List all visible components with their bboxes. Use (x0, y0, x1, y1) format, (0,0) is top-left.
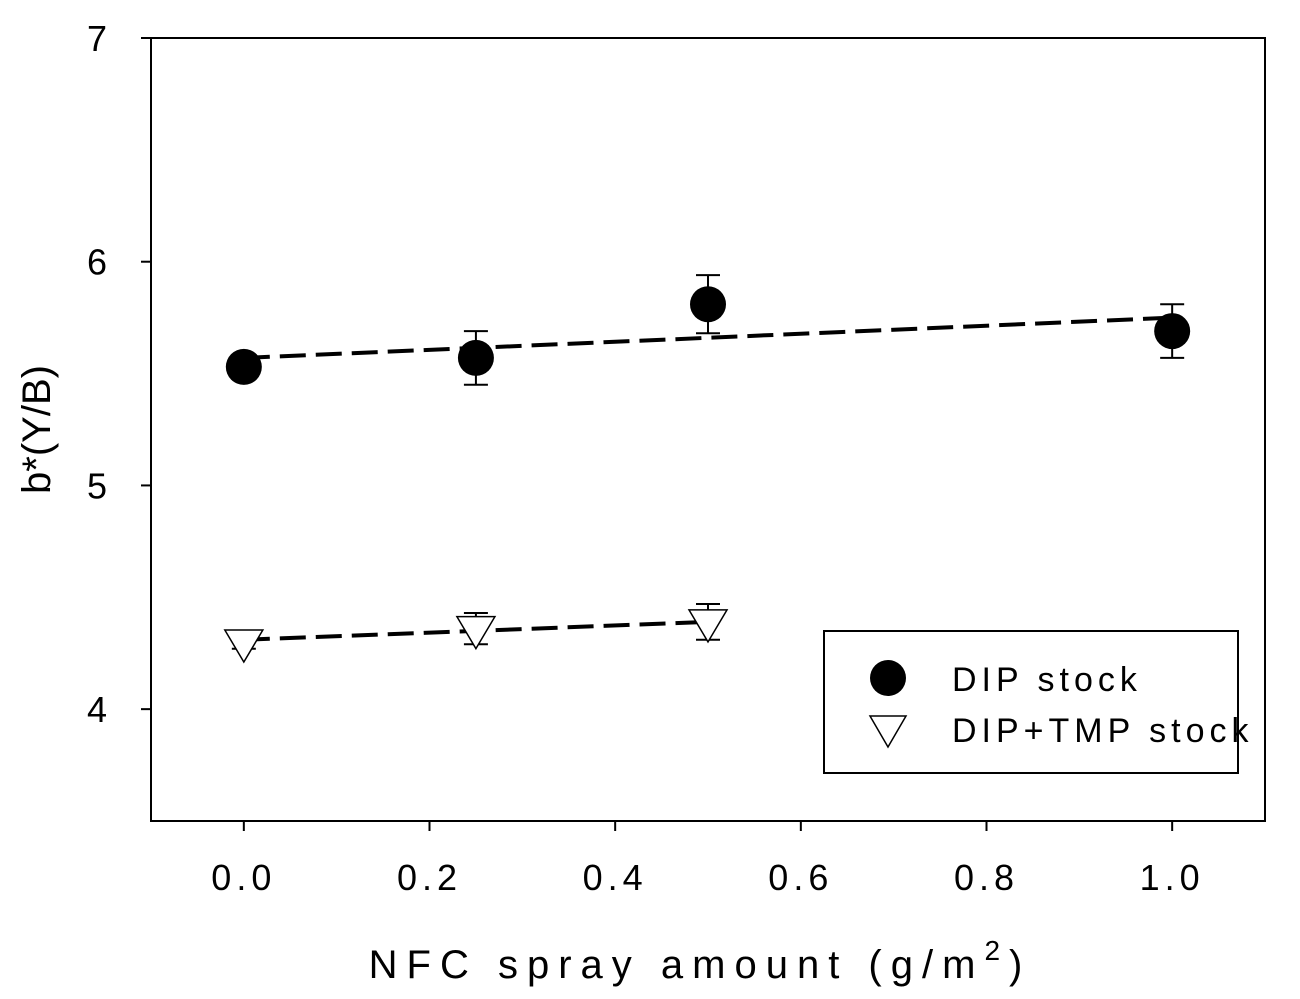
y-axis-ticks: 4 5 6 7 (87, 18, 151, 730)
y-tick-label: 6 (87, 242, 107, 283)
legend-label-dip: DIP stock (952, 661, 1142, 699)
x-axis-title-close: ) (1009, 943, 1031, 987)
data-point-dip-tmp (687, 609, 729, 644)
y-tick-label: 5 (87, 465, 107, 506)
data-points (223, 286, 1191, 664)
x-axis-ticks: 0.0 0.2 0.4 0.6 0.8 1.0 (211, 821, 1205, 898)
legend-marker-dip-tmp (868, 715, 908, 749)
data-point-dip (457, 339, 494, 376)
x-tick-label: 0.0 (211, 857, 276, 898)
data-point-dip (690, 286, 726, 323)
x-axis-title-superscript: 2 (984, 935, 1009, 966)
plot-frame (150, 37, 1266, 822)
trendlines (243, 315, 1173, 642)
y-axis-title: b*(Y/B) (15, 365, 59, 494)
legend: DIP stock DIP+TMP stock (823, 630, 1254, 774)
y-tick-label: 4 (87, 689, 107, 730)
legend-marker-dip (870, 660, 906, 696)
data-point-dip-tmp (455, 615, 497, 651)
x-tick-label: 0.6 (768, 857, 833, 898)
legend-box (823, 630, 1239, 774)
data-point-dip (225, 348, 262, 385)
data-point-dip-tmp (223, 629, 265, 664)
x-tick-label: 0.4 (583, 857, 648, 898)
x-axis-title-main: NFC spray amount (g/m (369, 943, 985, 987)
x-tick-label: 0.8 (954, 857, 1019, 898)
trendline-series-0 (243, 315, 1173, 360)
data-point-dip (1154, 313, 1191, 350)
x-tick-label: 1.0 (1140, 857, 1205, 898)
y-tick-label: 7 (87, 18, 107, 59)
x-tick-label: 0.2 (397, 857, 462, 898)
error-bars (231, 274, 1185, 650)
legend-label-dip-tmp: DIP+TMP stock (952, 712, 1254, 750)
x-axis-title: NFC spray amount (g/m2) (369, 935, 1032, 987)
